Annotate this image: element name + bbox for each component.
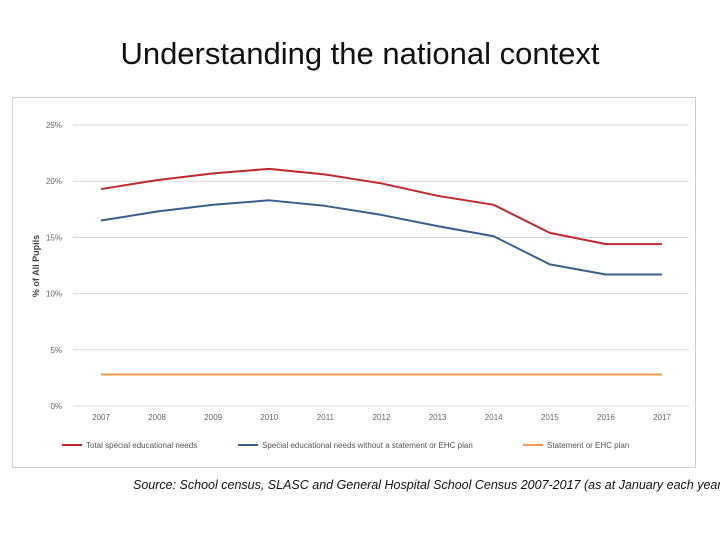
y-tick-label: 10% — [46, 290, 62, 299]
x-tick-label: 2011 — [317, 413, 335, 422]
x-tick-label: 2009 — [204, 413, 222, 422]
source-note: Source: School census, SLASC and General… — [133, 478, 720, 492]
chart-frame: 0% 5% 10% 15% 20% 25% 2007 2008 2009 2010 2011 201… — [12, 97, 696, 468]
y-tick-label: 15% — [46, 233, 62, 242]
y-tick-label: 25% — [46, 121, 62, 130]
x-tick-label: 2007 — [92, 413, 110, 422]
series-lines — [100, 167, 662, 376]
y-axis-label: % of All Pupils — [31, 235, 41, 297]
x-tick-labels: 2007 2008 2009 2010 2011 2012 2013 2014 2015 2016… — [92, 413, 671, 422]
y-tick-label: 0% — [50, 402, 62, 411]
x-tick-label: 2008 — [148, 413, 166, 422]
x-tick-label: 2017 — [653, 413, 671, 422]
x-tick-label: 2016 — [597, 413, 615, 422]
legend-label: Special educational needs without a stat… — [262, 441, 473, 450]
series-line — [100, 199, 662, 276]
y-tick-label: 20% — [46, 177, 62, 186]
x-tick-label: 2015 — [541, 413, 559, 422]
gridlines — [73, 124, 689, 407]
legend: Total special educational needs Special e… — [62, 441, 629, 450]
series-line — [100, 167, 662, 246]
x-tick-label: 2012 — [373, 413, 391, 422]
slide-title: Understanding the national context — [120, 36, 600, 71]
x-tick-label: 2010 — [260, 413, 278, 422]
x-tick-label: 2013 — [429, 413, 447, 422]
y-tick-label: 5% — [50, 346, 62, 355]
y-tick-labels: 0% 5% 10% 15% 20% 25% — [46, 121, 62, 411]
legend-label: Total special educational needs — [86, 441, 197, 450]
x-tick-label: 2014 — [485, 413, 503, 422]
line-chart: 0% 5% 10% 15% 20% 25% 2007 2008 2009 2010 2011 201… — [31, 121, 689, 450]
legend-label: Statement or EHC plan — [547, 441, 629, 450]
